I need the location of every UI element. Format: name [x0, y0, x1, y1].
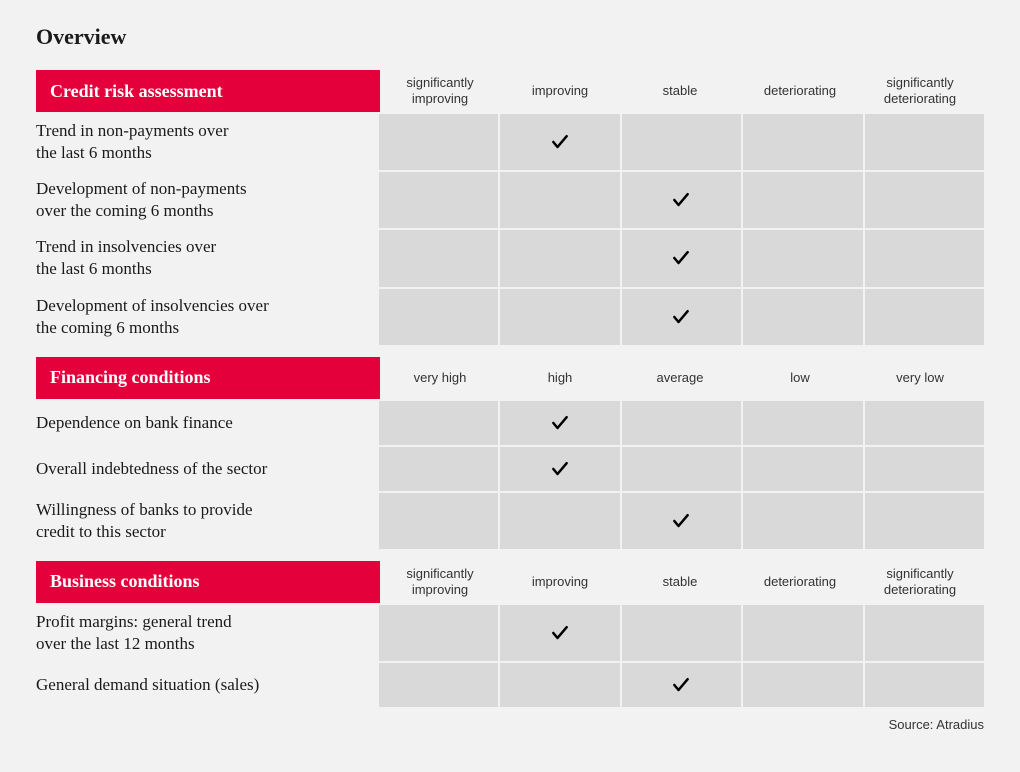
- data-cell: [743, 114, 862, 170]
- data-cell: [743, 401, 862, 445]
- table-row: Willingness of banks to provide credit t…: [36, 493, 984, 549]
- column-header: significantly deteriorating: [860, 561, 980, 603]
- column-header: low: [740, 357, 860, 399]
- data-cell: [622, 605, 741, 661]
- data-cell: [865, 447, 984, 491]
- data-cell: [622, 663, 741, 707]
- table-row: Development of insolvencies over the com…: [36, 289, 984, 345]
- section-header-row: Business conditionssignificantly improvi…: [36, 561, 984, 603]
- data-cell: [379, 289, 498, 345]
- check-icon: [671, 248, 691, 268]
- check-icon: [671, 190, 691, 210]
- table-row: Profit margins: general trend over the l…: [36, 605, 984, 661]
- data-cell: [622, 230, 741, 286]
- column-header: significantly improving: [380, 561, 500, 603]
- sections-container: Credit risk assessmentsignificantly impr…: [36, 70, 984, 707]
- data-cell: [622, 114, 741, 170]
- data-cell: [500, 401, 619, 445]
- section-header-row: Credit risk assessmentsignificantly impr…: [36, 70, 984, 112]
- column-header: deteriorating: [740, 561, 860, 603]
- section-gap: [36, 347, 984, 357]
- data-cell: [865, 289, 984, 345]
- column-header: significantly deteriorating: [860, 70, 980, 112]
- data-cell: [379, 230, 498, 286]
- column-header: improving: [500, 70, 620, 112]
- row-label: Trend in insolvencies over the last 6 mo…: [36, 230, 379, 286]
- data-cell: [379, 493, 498, 549]
- data-cell: [865, 493, 984, 549]
- data-cell: [500, 114, 619, 170]
- data-cell: [379, 605, 498, 661]
- data-cell: [500, 172, 619, 228]
- table-row: Development of non-payments over the com…: [36, 172, 984, 228]
- data-cell: [379, 401, 498, 445]
- data-cell: [500, 289, 619, 345]
- source-text: Source: Atradius: [36, 717, 984, 732]
- data-cell: [622, 172, 741, 228]
- row-label: Trend in non-payments over the last 6 mo…: [36, 114, 379, 170]
- section-header: Business conditions: [36, 561, 380, 603]
- check-icon: [550, 459, 570, 479]
- column-header: improving: [500, 561, 620, 603]
- overview-page: Overview Credit risk assessmentsignifica…: [0, 0, 1020, 772]
- table-row: General demand situation (sales): [36, 663, 984, 707]
- row-label: Profit margins: general trend over the l…: [36, 605, 379, 661]
- table-row: Trend in insolvencies over the last 6 mo…: [36, 230, 984, 286]
- column-header: very low: [860, 357, 980, 399]
- data-cell: [743, 447, 862, 491]
- check-icon: [550, 623, 570, 643]
- data-cell: [379, 172, 498, 228]
- check-icon: [671, 675, 691, 695]
- data-cell: [379, 663, 498, 707]
- data-cell: [379, 114, 498, 170]
- column-header: stable: [620, 561, 740, 603]
- section-header: Credit risk assessment: [36, 70, 380, 112]
- data-cell: [743, 605, 862, 661]
- column-header: stable: [620, 70, 740, 112]
- data-cell: [622, 401, 741, 445]
- data-cell: [865, 401, 984, 445]
- column-header: deteriorating: [740, 70, 860, 112]
- column-header: average: [620, 357, 740, 399]
- data-cell: [865, 172, 984, 228]
- data-cell: [865, 663, 984, 707]
- data-cell: [865, 605, 984, 661]
- data-cell: [500, 493, 619, 549]
- column-header: high: [500, 357, 620, 399]
- table-row: Overall indebtedness of the sector: [36, 447, 984, 491]
- check-icon: [671, 511, 691, 531]
- data-cell: [379, 447, 498, 491]
- check-icon: [550, 413, 570, 433]
- page-title: Overview: [36, 24, 984, 50]
- table-row: Dependence on bank finance: [36, 401, 984, 445]
- section-header: Financing conditions: [36, 357, 380, 399]
- data-cell: [743, 172, 862, 228]
- data-cell: [743, 289, 862, 345]
- row-label: Dependence on bank finance: [36, 401, 379, 445]
- row-label: Development of non-payments over the com…: [36, 172, 379, 228]
- column-header: very high: [380, 357, 500, 399]
- column-header: significantly improving: [380, 70, 500, 112]
- data-cell: [743, 493, 862, 549]
- data-cell: [622, 493, 741, 549]
- data-cell: [622, 447, 741, 491]
- data-cell: [500, 605, 619, 661]
- data-cell: [622, 289, 741, 345]
- data-cell: [743, 663, 862, 707]
- row-label: Willingness of banks to provide credit t…: [36, 493, 379, 549]
- row-label: Development of insolvencies over the com…: [36, 289, 379, 345]
- row-label: Overall indebtedness of the sector: [36, 447, 379, 491]
- data-cell: [865, 114, 984, 170]
- check-icon: [550, 132, 570, 152]
- data-cell: [743, 230, 862, 286]
- row-label: General demand situation (sales): [36, 663, 379, 707]
- table-row: Trend in non-payments over the last 6 mo…: [36, 114, 984, 170]
- section-header-row: Financing conditionsvery highhighaverage…: [36, 357, 984, 399]
- data-cell: [865, 230, 984, 286]
- data-cell: [500, 447, 619, 491]
- data-cell: [500, 230, 619, 286]
- data-cell: [500, 663, 619, 707]
- section-gap: [36, 551, 984, 561]
- check-icon: [671, 307, 691, 327]
